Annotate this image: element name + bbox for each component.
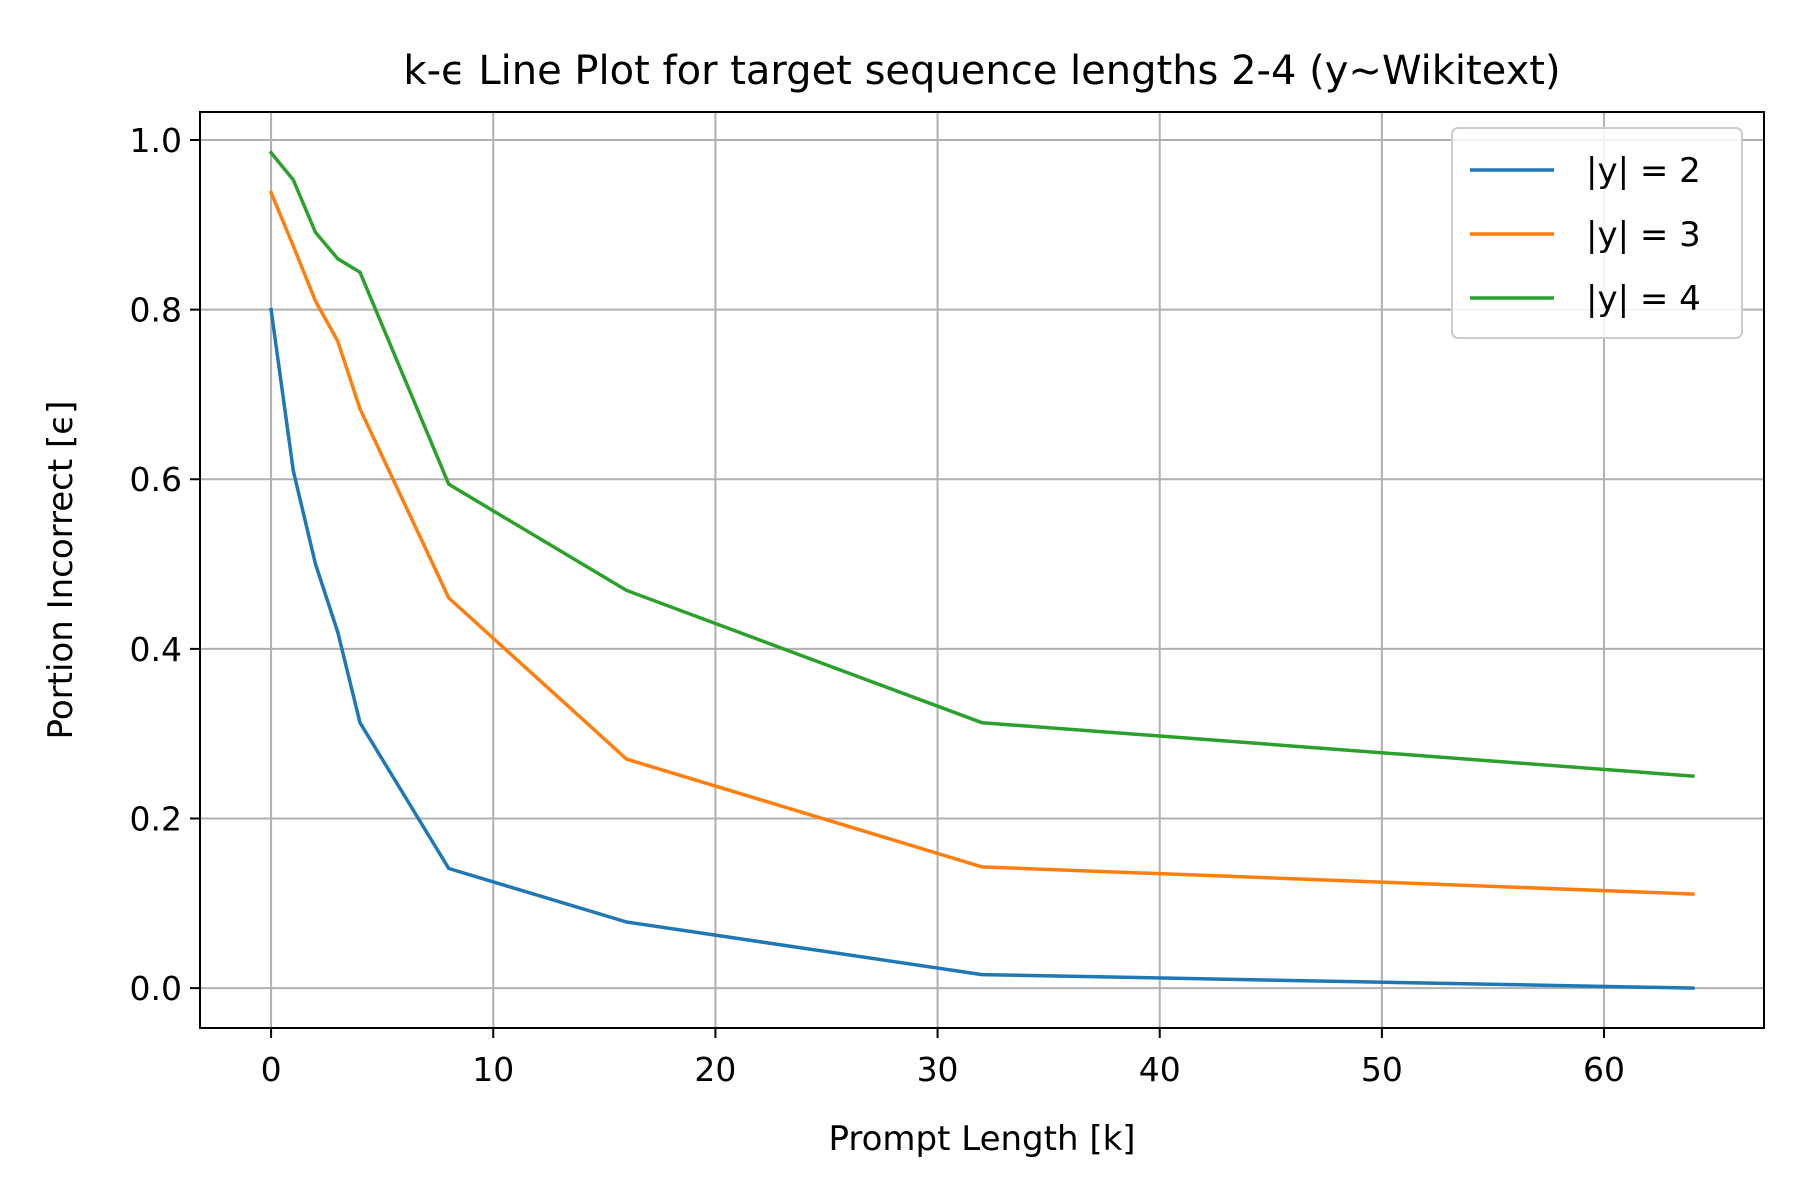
chart-title: k-ϵ Line Plot for target sequence length… <box>403 48 1560 94</box>
x-tick-label: 0 <box>261 1050 282 1089</box>
legend: |y| = 2 |y| = 3 |y| = 4 <box>1451 127 1743 339</box>
y-tick-label: 0.4 <box>130 630 182 669</box>
legend-label-1: |y| = 2 <box>1586 151 1701 191</box>
legend-label-2: |y| = 3 <box>1586 215 1701 255</box>
y-tick-label: 0.2 <box>130 800 182 839</box>
y-tick-label: 0.6 <box>130 460 182 499</box>
series-line-1 <box>269 307 1695 990</box>
x-tick-label: 30 <box>917 1050 959 1089</box>
grid <box>200 112 1764 1028</box>
y-tick-label: 0.0 <box>130 969 182 1008</box>
legend-label-3: |y| = 4 <box>1586 279 1701 319</box>
x-axis-label: Prompt Length [k] <box>828 1119 1135 1159</box>
series-line-3 <box>268 150 1695 778</box>
x-tick-label: 40 <box>1139 1050 1181 1089</box>
y-axis-label: Portion Incorrect [ϵ] <box>41 401 81 740</box>
axis-ticks: 0 10 20 30 40 50 60 0.0 0.2 0.4 0.6 0.8 1.0 <box>130 121 1626 1089</box>
series-lines <box>268 150 1695 990</box>
x-tick-label: 20 <box>694 1050 736 1089</box>
x-tick-label: 50 <box>1361 1050 1403 1089</box>
series-line-2 <box>268 190 1695 896</box>
legend-box <box>1451 127 1743 339</box>
x-tick-label: 10 <box>472 1050 514 1089</box>
y-tick-label: 1.0 <box>130 121 182 160</box>
plot-frame <box>199 111 1765 1029</box>
x-tick-label: 60 <box>1583 1050 1625 1089</box>
y-tick-label: 0.8 <box>130 291 182 330</box>
